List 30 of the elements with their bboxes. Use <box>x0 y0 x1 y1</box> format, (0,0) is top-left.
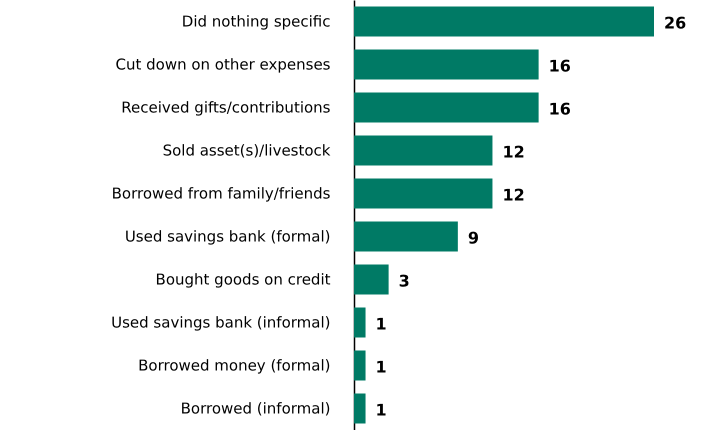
y-tick-label: Cut down on other expenses <box>115 56 331 74</box>
y-tick-label: Received gifts/contributions <box>121 98 331 116</box>
y-tick-label: Sold asset(s)/livestock <box>162 142 331 160</box>
data-label: 16 <box>548 56 571 76</box>
data-label: 16 <box>548 100 571 118</box>
data-label: 12 <box>502 186 525 204</box>
bar <box>354 264 389 295</box>
bar <box>354 178 492 209</box>
data-label: 1 <box>376 314 387 334</box>
y-tick-label: Used savings bank (formal) <box>124 228 330 246</box>
y-tick-label: Used savings bank (informal) <box>111 314 330 332</box>
bar <box>354 350 366 381</box>
y-tick-label: Did nothing specific <box>182 12 330 30</box>
bar <box>354 49 539 80</box>
y-tick-label: Borrowed (informal) <box>180 400 330 418</box>
bar <box>354 135 492 166</box>
bar <box>354 92 539 123</box>
data-label: 1 <box>376 358 387 376</box>
data-label: 26 <box>664 14 686 32</box>
data-label: 9 <box>468 228 479 248</box>
y-tick-label: Bought goods on credit <box>156 270 331 288</box>
y-tick-label: Borrowed from family/friends <box>112 184 331 202</box>
data-label: 1 <box>376 400 387 420</box>
data-label: 3 <box>398 272 410 290</box>
y-tick-label: Borrowed money (formal) <box>138 356 330 374</box>
bar <box>354 221 458 252</box>
bar <box>354 393 366 424</box>
bar <box>354 307 366 338</box>
data-label: 12 <box>502 142 525 162</box>
bar <box>354 6 654 37</box>
